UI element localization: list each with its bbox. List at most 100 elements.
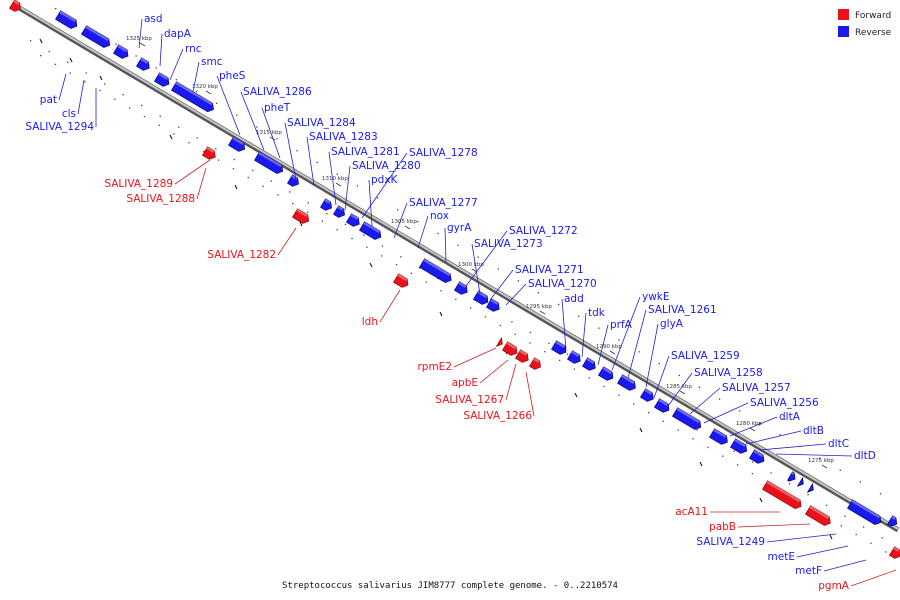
scale-tick-label: 1310 kbp xyxy=(322,176,348,182)
strand-dash xyxy=(169,134,173,140)
gene-arrow-shape xyxy=(55,10,78,29)
reverse-gene[interactable] xyxy=(113,44,130,61)
gene-highlight xyxy=(59,10,77,23)
strand-dot xyxy=(326,212,328,215)
reverse-gene[interactable] xyxy=(228,136,247,154)
gene-arrow-shape xyxy=(333,205,345,218)
strand-dot xyxy=(356,185,359,187)
strand-dot xyxy=(707,446,709,449)
reverse-gene[interactable] xyxy=(136,57,151,73)
gene-arrow-shape xyxy=(113,44,129,59)
strand-dot xyxy=(722,455,724,457)
forward-gene[interactable] xyxy=(529,357,543,372)
reverse-gene[interactable] xyxy=(567,350,582,366)
forward-gene-label-saliva-1266: SALIVA_1266 xyxy=(463,410,532,422)
gene-highlight xyxy=(893,546,900,552)
gene-arrow-shape xyxy=(730,438,748,454)
reverse-gene[interactable] xyxy=(749,449,766,466)
reverse-gene[interactable] xyxy=(709,428,730,447)
gene-features[interactable] xyxy=(9,0,900,560)
forward-gene[interactable] xyxy=(502,341,519,358)
reverse-gene[interactable] xyxy=(551,340,568,357)
reverse-gene[interactable] xyxy=(486,298,501,314)
strand-dot xyxy=(84,81,86,83)
reverse-gene-label-saliva-1270: SALIVA_1270 xyxy=(528,278,597,290)
forward-gene-label-apbe: apbE xyxy=(452,377,478,389)
strand-dot xyxy=(381,255,383,257)
forward-gene[interactable] xyxy=(515,349,530,365)
leader-line xyxy=(627,309,647,379)
reverse-gene[interactable] xyxy=(333,205,347,220)
strand-dot xyxy=(718,398,721,400)
scale-tick xyxy=(269,136,276,141)
reverse-gene[interactable] xyxy=(730,438,749,456)
reverse-gene[interactable] xyxy=(320,198,334,213)
reverse-gene[interactable] xyxy=(454,281,469,297)
gene-arrow-shape xyxy=(749,449,765,464)
strand-dot xyxy=(321,220,324,222)
gene-highlight xyxy=(117,44,128,52)
strand-dot xyxy=(603,385,605,388)
gene-arrow-shape xyxy=(454,281,468,295)
gene-highlight xyxy=(506,341,517,349)
strand-dot xyxy=(296,150,298,152)
reverse-gene[interactable] xyxy=(171,81,216,114)
forward-gene[interactable] xyxy=(495,336,505,349)
reverse-gene[interactable] xyxy=(787,471,797,484)
reverse-gene[interactable] xyxy=(654,398,671,415)
leader-line xyxy=(444,227,447,263)
gene-arrow-shape xyxy=(486,298,500,312)
reverse-gene[interactable] xyxy=(359,221,383,242)
strand-dash xyxy=(574,392,578,398)
reverse-gene[interactable] xyxy=(81,25,112,50)
gene-highlight xyxy=(423,258,451,277)
backbone-highlight xyxy=(15,4,899,530)
strand-dot xyxy=(195,90,198,93)
forward-gene[interactable] xyxy=(202,146,217,162)
gene-highlight xyxy=(766,480,801,503)
strand-dot xyxy=(759,422,761,424)
reverse-gene[interactable] xyxy=(847,499,883,527)
reverse-gene[interactable] xyxy=(346,213,361,229)
forward-gene[interactable] xyxy=(762,480,803,511)
reverse-gene[interactable] xyxy=(55,10,79,31)
strand-dot xyxy=(55,8,57,10)
reverse-gene[interactable] xyxy=(806,482,816,495)
forward-gene[interactable] xyxy=(393,273,410,290)
strand-dot xyxy=(188,142,190,144)
scale-tick-label: 1325 kbp xyxy=(126,36,152,42)
forward-gene[interactable] xyxy=(889,546,900,561)
reverse-gene-label-saliva-1258: SALIVA_1258 xyxy=(694,367,763,379)
legend-forward-label: Forward xyxy=(855,11,891,21)
strand-dot xyxy=(262,185,264,187)
scale-tick-label: 1305 kbp xyxy=(391,219,417,225)
scale-tick-label: 1280 kbp xyxy=(736,421,762,427)
strand-dot xyxy=(736,464,739,466)
reverse-gene[interactable] xyxy=(796,476,806,489)
reverse-gene[interactable] xyxy=(598,366,615,383)
forward-gene[interactable] xyxy=(292,208,311,226)
reverse-gene[interactable] xyxy=(582,357,597,373)
reverse-gene[interactable] xyxy=(672,407,703,432)
leader-line xyxy=(489,269,514,301)
strand-dot xyxy=(598,327,600,329)
reverse-gene[interactable] xyxy=(640,388,655,404)
reverse-gene[interactable] xyxy=(419,258,453,285)
forward-gene[interactable] xyxy=(805,505,832,528)
strand-dot xyxy=(844,515,846,517)
strand-dot xyxy=(470,307,472,309)
reverse-gene-label-tdk: tdk xyxy=(588,307,606,319)
leader-line xyxy=(667,372,693,407)
reverse-gene[interactable] xyxy=(887,515,899,529)
strand-dot xyxy=(336,173,338,175)
forward-gene[interactable] xyxy=(9,0,23,13)
reverse-gene[interactable] xyxy=(154,72,171,89)
strand-dash xyxy=(759,497,763,503)
leader-line xyxy=(775,453,853,457)
reverse-gene[interactable] xyxy=(254,151,285,176)
reverse-gene-label-pdxk: pdxK xyxy=(371,174,399,186)
leader-line xyxy=(196,167,207,200)
gene-arrow-shape xyxy=(567,350,581,364)
reverse-gene[interactable] xyxy=(617,374,638,393)
